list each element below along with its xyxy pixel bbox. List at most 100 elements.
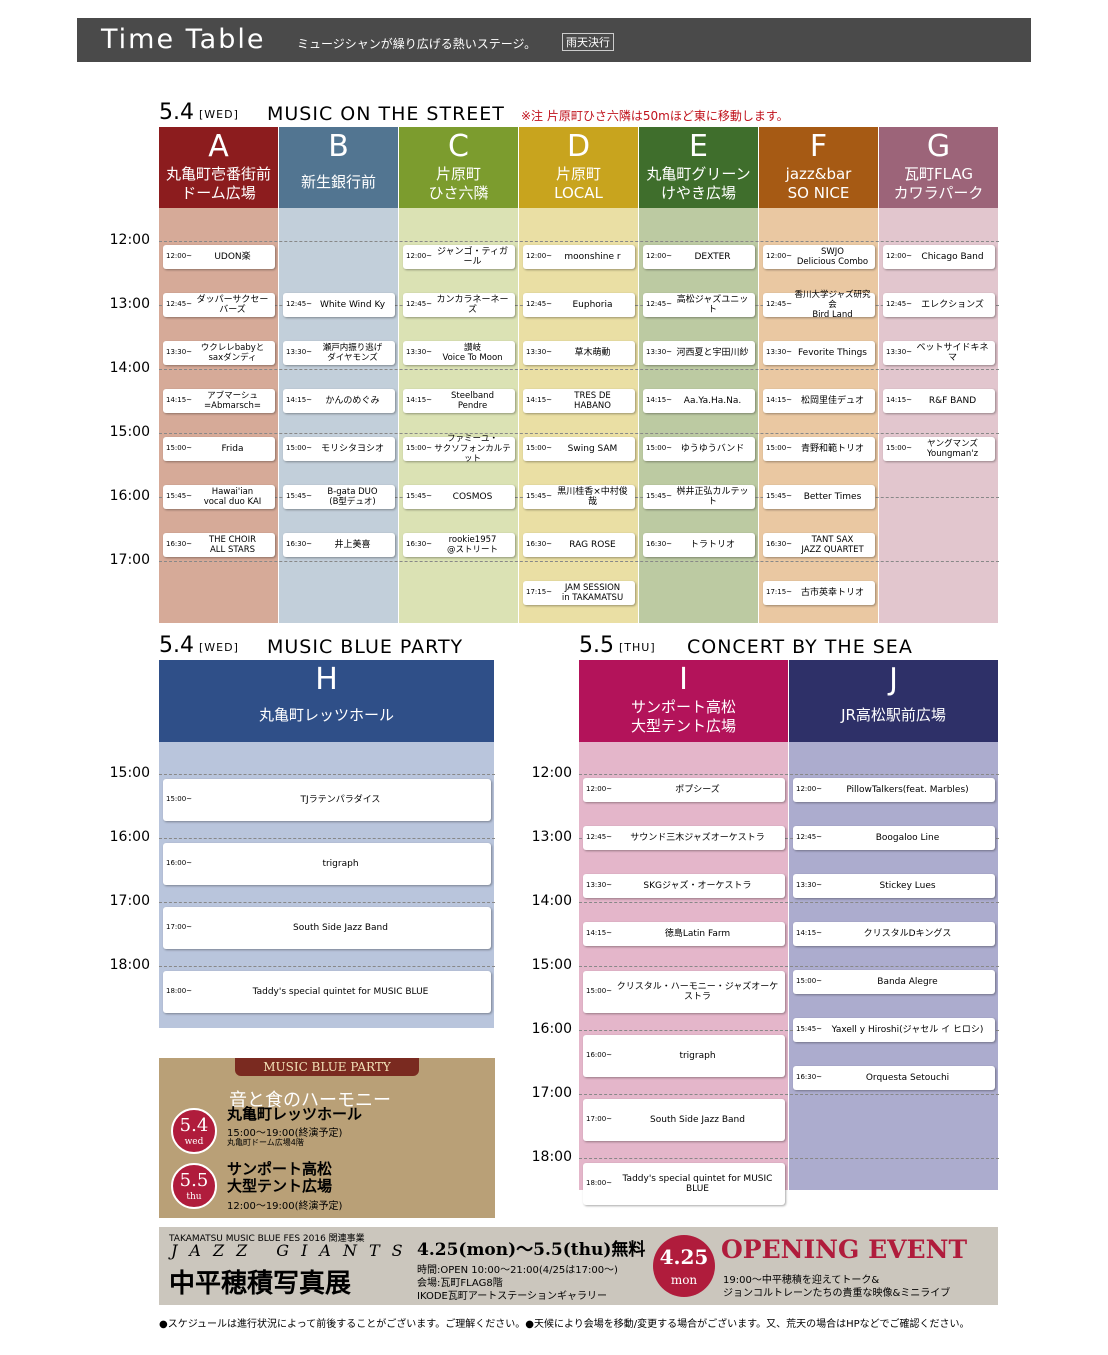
slot-act: Taddy's special quintet for MUSIC BLUE — [622, 1174, 773, 1194]
slot-time: 17:00~ — [166, 923, 193, 931]
slot-act: 古市英幸トリオ — [800, 588, 864, 598]
slot-act: クリスタル・ハーモニー・ジャズオーケストラ — [616, 982, 779, 1002]
section-title: MUSIC ON THE STREET — [267, 103, 505, 125]
slot-time: 13:30~ — [286, 348, 313, 356]
slot-time: 16:30~ — [646, 540, 673, 548]
slot: 16:30~ TANT SAX JAZZ QUARTET — [763, 533, 875, 557]
slot: 12:00~ Chicago Band — [883, 245, 995, 269]
subtitle: ミュージシャンが繰り広げる熱いステージ。 — [297, 37, 537, 51]
time-label: 17:00 — [109, 893, 150, 909]
slot-time: 13:30~ — [646, 348, 673, 356]
slot-time: 14:15~ — [526, 396, 553, 404]
slot: 13:30~ ベットサイドキネマ — [883, 341, 995, 365]
section-date: 5.5 — [579, 633, 614, 658]
slot-time: 13:30~ — [796, 881, 823, 889]
hour-line — [579, 838, 999, 839]
hour-line — [579, 1158, 999, 1159]
slot-act: エレクションズ — [921, 300, 984, 310]
slot: 13:30~ 河西夏と宇田川紗 — [643, 341, 755, 365]
slot: 12:45~ 高松ジャズユニット — [643, 293, 755, 317]
section-day: [THU] — [619, 641, 656, 654]
venue-name: サンポート高松 大型テント広場 — [630, 698, 736, 735]
slot-act: Yaxell y Hiroshi(ジャセル イ ヒロシ) — [831, 1025, 984, 1035]
slot: 15:45~ 桝井正弘カルテット — [643, 485, 755, 509]
slot: 15:45~ Yaxell y Hiroshi(ジャセル イ ヒロシ) — [793, 1018, 995, 1042]
slot: 12:45~ Boogaloo Line — [793, 826, 995, 850]
slot-act: R&F BAND — [928, 396, 977, 406]
slot-time: 16:30~ — [796, 1073, 823, 1081]
time-label: 12:00 — [531, 765, 572, 781]
hour-line — [579, 774, 999, 775]
time-label: 18:00 — [531, 1149, 572, 1165]
promo-headline: 音と食のハーモニー — [229, 1090, 391, 1111]
venue-name: jazz&bar SO NICE — [785, 165, 852, 202]
slot: 16:00~ trigraph — [163, 843, 491, 885]
time-label: 17:00 — [109, 552, 150, 568]
hour-line — [159, 369, 999, 370]
slot: 14:15~ Aa.Ya.Ha.Na. — [643, 389, 755, 413]
slot-time: 14:15~ — [166, 396, 193, 404]
slot-act: UDON楽 — [214, 252, 251, 262]
slot-act: Better Times — [803, 492, 862, 502]
slot-act: moonshine r — [564, 252, 621, 262]
exhibit-kicker: TAKAMATSU MUSIC BLUE FES 2016 関連事業 — [169, 1234, 365, 1244]
slot-time: 15:00~ — [646, 444, 673, 452]
slot-time: 15:00~ — [796, 977, 823, 985]
section-date: 5.4 — [159, 633, 194, 658]
slot-time: 13:30~ — [166, 348, 193, 356]
slot: 17:00~ South Side Jazz Band — [163, 907, 491, 949]
slot-act: SWJO Delicious Combo — [796, 247, 869, 267]
hour-line — [159, 241, 999, 242]
slot-time: 16:30~ — [766, 540, 793, 548]
slot-time: 18:00~ — [586, 1179, 613, 1187]
slot-act: 草木萌動 — [574, 348, 611, 358]
hour-line — [579, 966, 999, 967]
slot-act: Boogaloo Line — [875, 833, 940, 843]
slot: 15:00~ ファミーユ・ サクソフォンカルテット — [403, 434, 515, 464]
slot-time: 12:00~ — [586, 785, 613, 793]
venue-letter: G — [926, 129, 951, 164]
slot-act: ゆうゆうバンド — [680, 444, 745, 454]
slot-time: 13:30~ — [766, 348, 793, 356]
section-date: 5.4 — [159, 100, 194, 125]
slot: 12:45~ カンカラネーネーズ — [403, 293, 515, 317]
slot-act: ダッパーサクセーバーズ — [196, 295, 269, 315]
slot-act: ウクレレbabyと saxダンディ — [200, 343, 265, 363]
slot-act: 黒川桂香×中村俊哉 — [557, 487, 628, 507]
slot-time: 12:00~ — [166, 252, 193, 260]
slot: 17:15~ 古市英幸トリオ — [763, 581, 875, 605]
slot-act: ベットサイドキネマ — [916, 343, 989, 363]
entry-time: 12:00～19:00(終演予定) — [227, 1201, 343, 1212]
hour-line — [579, 1030, 999, 1031]
slot: 14:15~ R&F BAND — [883, 389, 995, 413]
venue-letter: I — [679, 662, 688, 697]
venue-letter: H — [315, 662, 338, 697]
venue-letter: A — [208, 129, 229, 164]
slot: 14:15~ アブマーシュ =Abmarsch= — [163, 389, 275, 413]
slot-act: ポプシーズ — [675, 785, 720, 795]
slot-time: 14:15~ — [586, 929, 613, 937]
slot-time: 12:45~ — [766, 300, 793, 308]
hour-line — [579, 1094, 999, 1095]
circle-date: 4.25 — [659, 1245, 709, 1269]
event-line: ジョンコルトレーンたちの貴重な映像&ミニライブ — [723, 1288, 951, 1299]
slot: 13:30~ Stickey Lues — [793, 874, 995, 898]
slot-time: 14:15~ — [796, 929, 823, 937]
slot: 15:00~ ヤングマンズ Youngman'z — [883, 437, 995, 461]
venue-name: 丸亀町壱番街前 ドーム広場 — [165, 165, 271, 202]
time-label: 16:00 — [531, 1021, 572, 1037]
slot: 15:00~ ゆうゆうバンド — [643, 437, 755, 461]
slot: 14:15~ 松岡里佳デュオ — [763, 389, 875, 413]
slot: 16:30~ rookie1957 @ストリート — [403, 533, 515, 557]
slot: 16:30~ THE CHOIR ALL STARS — [163, 533, 275, 557]
top-bar: Time Table ミュージシャンが繰り広げる熱いステージ。 雨天決行 — [77, 18, 1031, 62]
slot-time: 17:15~ — [766, 588, 793, 596]
slot-time: 16:00~ — [586, 1051, 613, 1059]
event-circle: 4.25 mon — [653, 1235, 715, 1297]
slot: 12:00~ ポプシーズ — [583, 778, 785, 802]
slot: 15:45~ Better Times — [763, 485, 875, 509]
event-line: 19:00～中平穂積を迎えてトーク& — [723, 1275, 880, 1286]
slot: 16:00~ trigraph — [583, 1035, 785, 1077]
slot: 15:00~ 青野和範トリオ — [763, 437, 875, 461]
